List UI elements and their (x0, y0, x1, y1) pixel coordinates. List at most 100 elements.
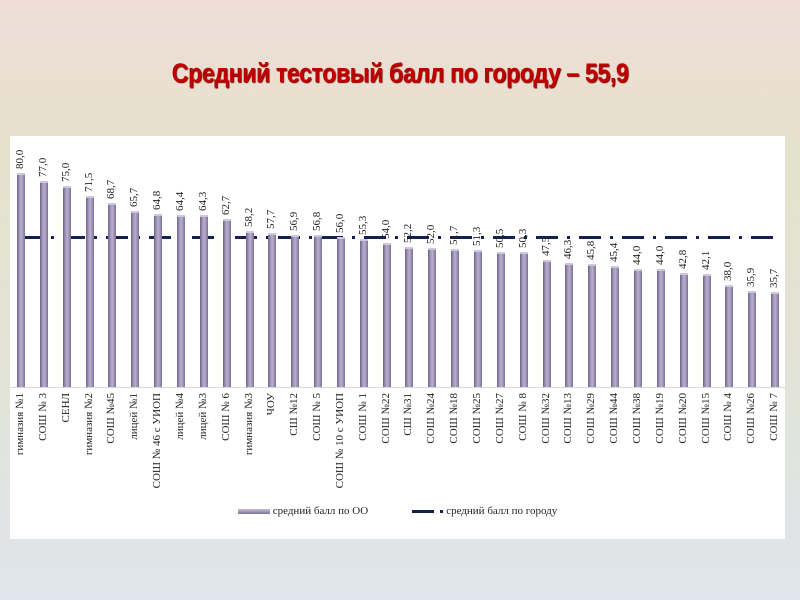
bar-value-label: 51,7 (448, 225, 461, 245)
bar-value-label: 55,3 (356, 215, 369, 236)
category-label: СОШ № 7 (768, 393, 781, 441)
category-label: СОШ №27 (493, 393, 506, 444)
category-label: ЧОУ (265, 393, 278, 416)
bar-value-label: 56,8 (311, 211, 324, 232)
bar (222, 219, 231, 387)
category-label: СОШ № 3 (36, 393, 49, 441)
bar (39, 181, 48, 387)
category-label: СОШ №22 (379, 393, 392, 444)
bar-value-label: 50,3 (516, 229, 529, 249)
bar-value-label: 64,4 (173, 191, 186, 211)
bar (588, 264, 597, 387)
category-label: СОШ №26 (745, 393, 758, 444)
category-label: СЕНЛ (59, 393, 72, 423)
bar-value-label: 68,7 (105, 179, 118, 200)
bar (748, 290, 757, 387)
bar (131, 211, 140, 387)
bar (359, 239, 368, 387)
bar (336, 237, 345, 387)
bar (702, 274, 711, 387)
bar (62, 186, 71, 387)
bar (725, 285, 734, 387)
bar-value-label: 42,1 (699, 251, 712, 271)
bar (176, 214, 185, 387)
bar-value-label: 64,8 (151, 190, 164, 210)
bar-value-label: 45,4 (608, 242, 621, 262)
bar (656, 269, 665, 387)
bar (108, 203, 117, 387)
chart-legend: средний балл по ОО средний балл по город… (10, 505, 785, 517)
category-label: СОШ № 5 (311, 393, 324, 441)
bar-value-label: 44,0 (630, 246, 643, 266)
category-label: лицей №4 (173, 393, 186, 440)
category-label: лицей №3 (196, 393, 209, 440)
bar-value-label: 35,7 (768, 268, 781, 288)
category-label: СОШ №38 (630, 393, 643, 444)
category-label: гимназия №2 (82, 393, 95, 456)
bar-value-label: 50,5 (493, 228, 506, 248)
bar-value-label: 46,3 (562, 239, 575, 260)
bar (199, 214, 208, 387)
category-label: СШ №12 (288, 393, 301, 436)
category-label: СОШ №25 (471, 393, 483, 444)
bar-value-label: 65,7 (128, 188, 141, 208)
bar (268, 232, 277, 387)
bar-value-label: 52,2 (402, 224, 415, 244)
category-label: СОШ № 4 (722, 393, 735, 441)
category-label: СОШ №20 (676, 393, 689, 444)
bar-value-label: 71,5 (82, 172, 95, 192)
category-label: гимназия №1 (14, 393, 26, 456)
bar-value-label: 42,8 (676, 249, 689, 269)
category-label: СОШ № 6 (219, 393, 232, 441)
bar-chart-plot: 80,0 гимназия №1 77,0 СОШ № 3 75,0 СЕНЛ 71,5 ги… (10, 136, 785, 539)
bar (451, 248, 460, 387)
category-label: СОШ №45 (105, 393, 118, 444)
bar-value-label: 38,0 (722, 262, 735, 282)
bar (314, 235, 323, 387)
bar-value-label: 47,5 (539, 236, 552, 256)
bar-value-label: 62,7 (219, 196, 232, 216)
slide-title: Средний тестовый балл по городу – 55,9 (171, 58, 629, 88)
bar (17, 173, 25, 387)
bar (474, 249, 482, 387)
category-label: СОШ №18 (448, 393, 461, 444)
bar-value-label: 64,3 (196, 191, 209, 211)
bar-value-label: 35,9 (745, 267, 758, 287)
bar-value-label: 51,3 (471, 226, 483, 246)
bar (245, 231, 254, 387)
bar (496, 251, 505, 387)
bar (291, 234, 300, 387)
bar (519, 252, 528, 387)
bar (565, 263, 574, 387)
bar-value-label: 57,7 (265, 209, 278, 229)
category-label: СОШ № 46 с УИОП (151, 393, 164, 489)
bar (405, 247, 414, 387)
category-label: СОШ № 1 (356, 393, 369, 441)
bar (633, 269, 642, 387)
legend-dot-icon (440, 509, 444, 513)
bar (154, 213, 163, 387)
bar-value-label: 56,0 (333, 213, 346, 234)
bar-value-label: 77,0 (36, 157, 49, 178)
bar-value-label: 75,0 (59, 163, 72, 183)
category-label: СШ №31 (402, 393, 415, 436)
category-label: СОШ №15 (699, 393, 712, 444)
x-axis-baseline (10, 387, 785, 388)
bar (679, 272, 688, 387)
category-label: СОШ № 10 с УИОП (333, 393, 346, 489)
bar (611, 265, 620, 387)
city-average-line (20, 235, 775, 239)
legend-line-swatch-icon (412, 509, 435, 513)
bar-value-label: 56,9 (288, 211, 301, 231)
bar (542, 259, 551, 387)
category-label: лицей №1 (128, 393, 141, 440)
legend-label-school-average: средний балл по ОО (272, 505, 369, 517)
legend-label-city-average: средний балл по городу (446, 505, 558, 517)
bar-value-label: 44,0 (653, 246, 666, 266)
bar-value-label: 52,0 (425, 224, 438, 244)
bar (428, 247, 437, 387)
legend-item-city-average: средний балл по городу (412, 505, 557, 517)
category-label: СОШ №19 (653, 393, 666, 444)
bar-value-label: 45,8 (585, 241, 598, 261)
category-label: СОШ №24 (425, 393, 438, 444)
